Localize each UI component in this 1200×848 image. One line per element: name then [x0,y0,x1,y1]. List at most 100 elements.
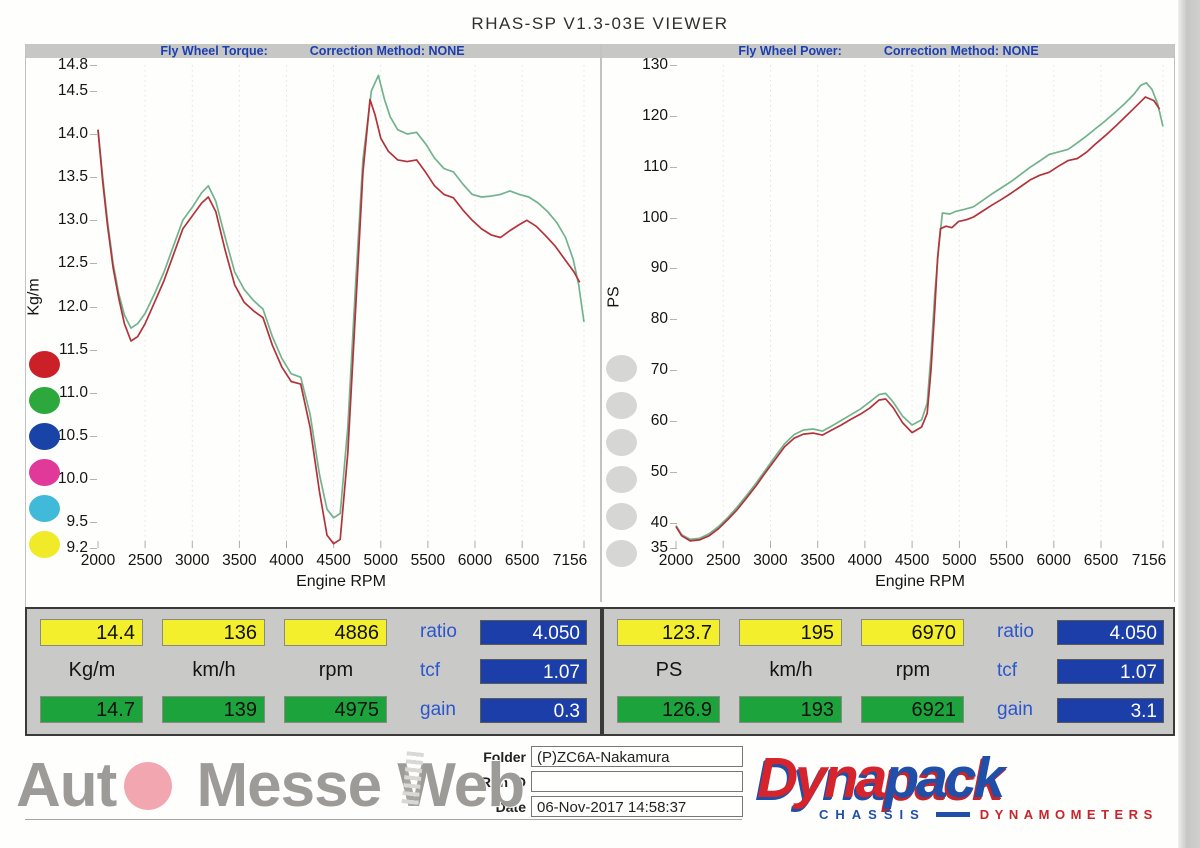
x-tick-label: 5000 [363,552,398,569]
torque-curve-reference-run [97,74,585,519]
y-tick-label: 60 [650,411,668,429]
y-tick-mark [90,177,97,179]
power-y-axis-title: PS [605,286,623,308]
y-tick-mark [670,65,677,66]
y-tick-mark [670,471,677,473]
torque-correction-method: Correction Method: NONE [309,44,465,58]
y-tick-mark [670,548,677,549]
y-tick-mark [90,65,97,66]
y-tick-label: 14.5 [57,81,88,99]
y-tick-label: 120 [642,106,668,124]
y-tick-label: 14.0 [57,125,88,142]
power-peak1-speed: 195 [739,619,842,646]
folder-field[interactable]: (P)ZC6A-Nakamura [531,746,743,767]
x-tick-label: 6500 [1083,552,1119,569]
y-tick-label: 90 [650,259,668,277]
tcf-label: tcf [997,660,1018,681]
torque-y-axis-title: Kg/m [25,278,43,316]
x-tick-label: 5500 [410,552,446,569]
y-tick-mark [90,306,97,308]
x-tick-label: 2500 [127,552,163,569]
x-tick-label: 6000 [1036,552,1072,569]
watermark-dot-icon [124,762,173,810]
y-tick-mark [670,370,677,372]
y-tick-label: 11.0 [58,383,88,401]
y-tick-mark [90,263,97,265]
legend-dot-inactive[interactable] [606,540,637,567]
x-tick-label: 3500 [222,552,257,569]
torque-header-label: Fly Wheel Torque: [160,44,268,58]
x-tick-label: 4000 [269,552,304,569]
y-tick-mark [90,349,97,351]
x-tick-label: 4500 [894,552,930,569]
y-tick-mark [90,548,97,549]
power-correction-method: Correction Method: NONE [883,44,1039,58]
watermark-underline [25,819,742,820]
y-tick-mark [670,522,677,524]
y-tick-mark [670,319,677,321]
x-tick-label: 3500 [800,552,835,569]
y-tick-label: 50 [650,462,668,480]
x-tick-label: 7156 [1131,552,1167,569]
y-tick-label: 110 [643,157,668,175]
legend-dot-inactive[interactable] [606,503,637,530]
legend-dot-inactive[interactable] [606,429,637,456]
power-curve-reference-run [675,81,1164,541]
run-id-field[interactable] [531,771,743,792]
legend-dot-active[interactable] [29,387,60,414]
x-tick-label: 2000 [80,552,116,569]
x-tick-label: 2000 [658,552,694,569]
page-right-border [1174,44,1175,602]
torque-header-bar: Fly Wheel Torque: Correction Method: NON… [25,44,600,58]
y-tick-label: 9.5 [66,513,88,531]
power-curve-current-run [675,96,1161,542]
y-tick-label: 10.5 [57,426,88,444]
gain-value: 0.3 [480,698,587,723]
power-x-axis-title: Engine RPM [875,573,965,590]
y-tick-mark [670,268,677,270]
x-tick-label: 5000 [942,552,977,569]
y-tick-mark [670,217,677,219]
ratio-value: 4.050 [1057,620,1164,645]
torque-peak2-speed: 139 [162,696,265,723]
x-tick-label: 2500 [705,552,741,569]
y-tick-label: 80 [650,310,668,328]
y-tick-label: 70 [650,361,668,379]
legend-dot-active[interactable] [29,459,60,486]
torque-data-panel: 14.4 136 4886 Kg/m km/h rpm 14.7 139 497… [25,607,602,736]
y-tick-label: 13.0 [57,211,88,229]
y-tick-label: 9.2 [66,539,88,556]
dynapack-tagline: CHASSIS DYNAMOMETERS [819,807,1158,822]
torque-peak2-value: 14.7 [40,696,143,723]
torque-chart [97,65,585,548]
x-tick-label: 4500 [316,552,351,569]
legend-dot-inactive[interactable] [606,355,637,382]
power-unit-label: PS [655,659,683,681]
y-tick-mark [90,479,97,480]
ratio-label: ratio [997,621,1034,642]
date-field[interactable]: 06-Nov-2017 14:58:37 [531,796,743,817]
y-tick-mark [670,420,677,422]
power-peak2-rpm: 6921 [861,696,964,723]
run-id-label: Run ID [480,774,526,790]
y-tick-mark [670,115,677,117]
torque-x-axis-title: Engine RPM [296,573,386,590]
legend-dot-inactive[interactable] [606,392,637,419]
power-data-panel: 123.7 195 6970 PS km/h rpm 126.9 193 692… [602,607,1175,736]
legend-dot-active[interactable] [29,531,60,558]
y-tick-label: 12.5 [57,254,88,272]
torque-peak1-value: 14.4 [40,619,143,646]
y-tick-label: 13.5 [57,168,88,186]
legend-dot-active[interactable] [29,495,60,522]
power-header-label: Fly Wheel Power: [738,44,842,58]
power-peak1-rpm: 6970 [861,619,964,646]
x-tick-label: 5500 [989,552,1024,569]
legend-dot-active[interactable] [29,351,60,378]
tcf-value: 1.07 [1057,659,1164,684]
legend-dot-active[interactable] [29,423,60,450]
page-title: RHAS-SP V1.3-03E VIEWER [471,14,729,33]
legend-dot-inactive[interactable] [606,466,637,493]
x-tick-label: 6000 [457,552,493,569]
y-tick-mark [90,435,97,437]
dynapack-wordmark: Dynapack [757,746,1005,810]
